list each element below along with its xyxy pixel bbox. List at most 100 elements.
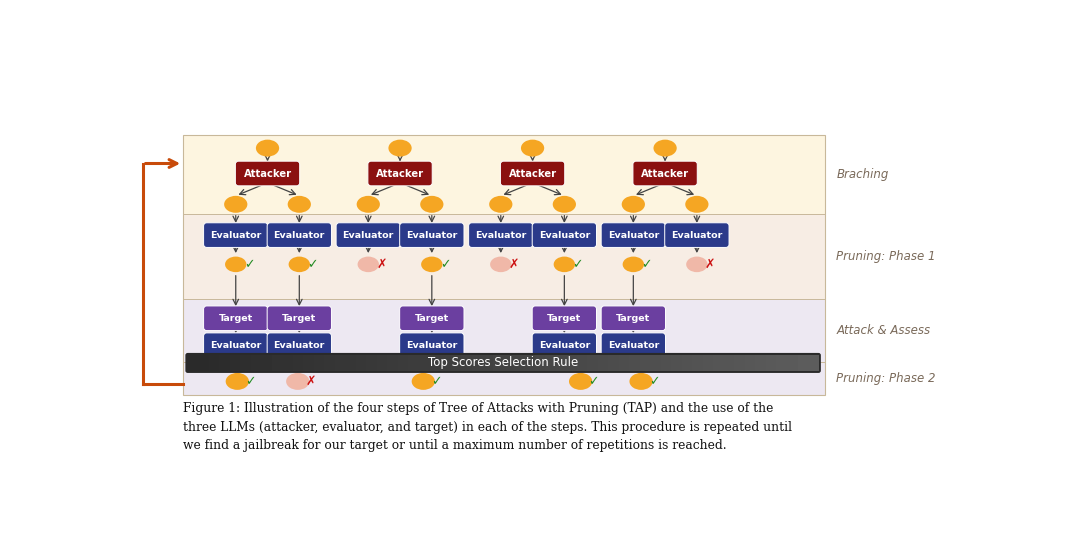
Bar [734,355,745,371]
Bar [430,355,440,371]
Bar [630,355,639,371]
Bar [377,355,388,371]
Bar [503,355,514,371]
Bar [492,355,503,371]
Text: ✓: ✓ [307,258,318,271]
FancyBboxPatch shape [267,306,332,331]
Bar [419,355,430,371]
Ellipse shape [554,257,575,272]
Text: Target: Target [415,314,449,323]
Text: Target: Target [548,314,581,323]
FancyBboxPatch shape [532,306,596,331]
Bar [314,355,324,371]
Text: Evaluator: Evaluator [406,341,458,350]
FancyBboxPatch shape [400,333,464,357]
FancyBboxPatch shape [532,223,596,248]
FancyBboxPatch shape [235,161,299,186]
Ellipse shape [356,196,380,213]
Bar [577,355,588,371]
Bar [639,355,650,371]
Text: ✓: ✓ [431,375,442,388]
Text: Evaluator: Evaluator [273,230,325,240]
Ellipse shape [357,257,379,272]
FancyBboxPatch shape [204,306,268,331]
Bar [766,355,777,371]
Bar [183,362,825,394]
Text: Attack & Assess: Attack & Assess [836,324,931,337]
Text: Target: Target [617,314,650,323]
Bar [183,299,825,362]
Bar [556,355,566,371]
Bar [208,355,219,371]
Text: Pruning: Phase 1: Pruning: Phase 1 [836,250,936,263]
Ellipse shape [420,196,444,213]
Bar [566,355,577,371]
Text: ✓: ✓ [589,375,599,388]
Bar [461,355,472,371]
Bar [183,135,825,214]
Bar [482,355,492,371]
Bar [399,355,408,371]
Text: Braching: Braching [836,168,889,181]
Ellipse shape [686,257,707,272]
Bar [388,355,399,371]
Ellipse shape [489,196,512,213]
Ellipse shape [490,257,512,272]
Bar [356,355,366,371]
Ellipse shape [411,373,435,390]
Text: ✗: ✗ [509,258,519,271]
FancyBboxPatch shape [204,333,268,357]
Bar [408,355,419,371]
FancyBboxPatch shape [204,223,268,248]
Text: ✓: ✓ [649,375,660,388]
Ellipse shape [623,257,644,272]
Bar [608,355,619,371]
Bar [366,355,377,371]
FancyBboxPatch shape [469,223,532,248]
Ellipse shape [421,257,443,272]
Bar [524,355,535,371]
Text: ✗: ✗ [376,258,387,271]
Text: Evaluator: Evaluator [342,230,394,240]
FancyBboxPatch shape [336,223,401,248]
Text: Attacker: Attacker [642,168,689,178]
Ellipse shape [287,196,311,213]
Ellipse shape [521,140,544,157]
Text: Evaluator: Evaluator [211,230,261,240]
Bar [472,355,482,371]
Text: Evaluator: Evaluator [608,341,659,350]
FancyBboxPatch shape [633,161,698,186]
Bar [282,355,293,371]
Bar [261,355,272,371]
Bar [545,355,556,371]
Text: ✗: ✗ [306,375,316,388]
Text: Top Scores Selection Rule: Top Scores Selection Rule [428,356,578,370]
FancyBboxPatch shape [400,306,464,331]
Bar [293,355,303,371]
Text: Attacker: Attacker [509,168,556,178]
Text: Evaluator: Evaluator [539,341,590,350]
Ellipse shape [286,373,309,390]
Bar [272,355,282,371]
FancyBboxPatch shape [602,306,665,331]
Ellipse shape [225,196,247,213]
FancyBboxPatch shape [500,161,565,186]
Bar [692,355,703,371]
Ellipse shape [685,196,708,213]
Bar [219,355,230,371]
Text: ✓: ✓ [245,375,256,388]
Text: ✗: ✗ [705,258,715,271]
Text: Evaluator: Evaluator [608,230,659,240]
Bar [597,355,608,371]
FancyBboxPatch shape [532,333,596,357]
Bar [787,355,797,371]
Text: Target: Target [282,314,316,323]
Bar [797,355,808,371]
Text: Pruning: Phase 2: Pruning: Phase 2 [836,372,936,385]
Text: Attacker: Attacker [243,168,292,178]
Bar [808,355,819,371]
Ellipse shape [225,257,246,272]
Bar [777,355,787,371]
Ellipse shape [653,140,677,157]
Ellipse shape [389,140,411,157]
